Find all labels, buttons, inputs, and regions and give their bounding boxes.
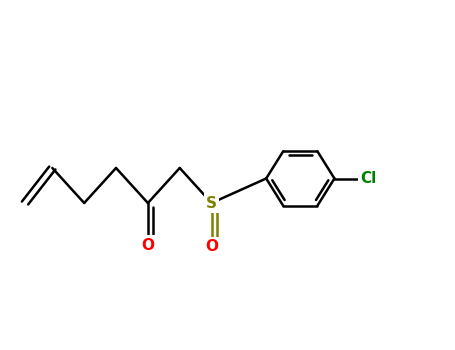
Text: O: O (142, 238, 154, 252)
Text: O: O (205, 239, 218, 254)
Text: S: S (206, 196, 217, 210)
Text: Cl: Cl (360, 171, 377, 186)
